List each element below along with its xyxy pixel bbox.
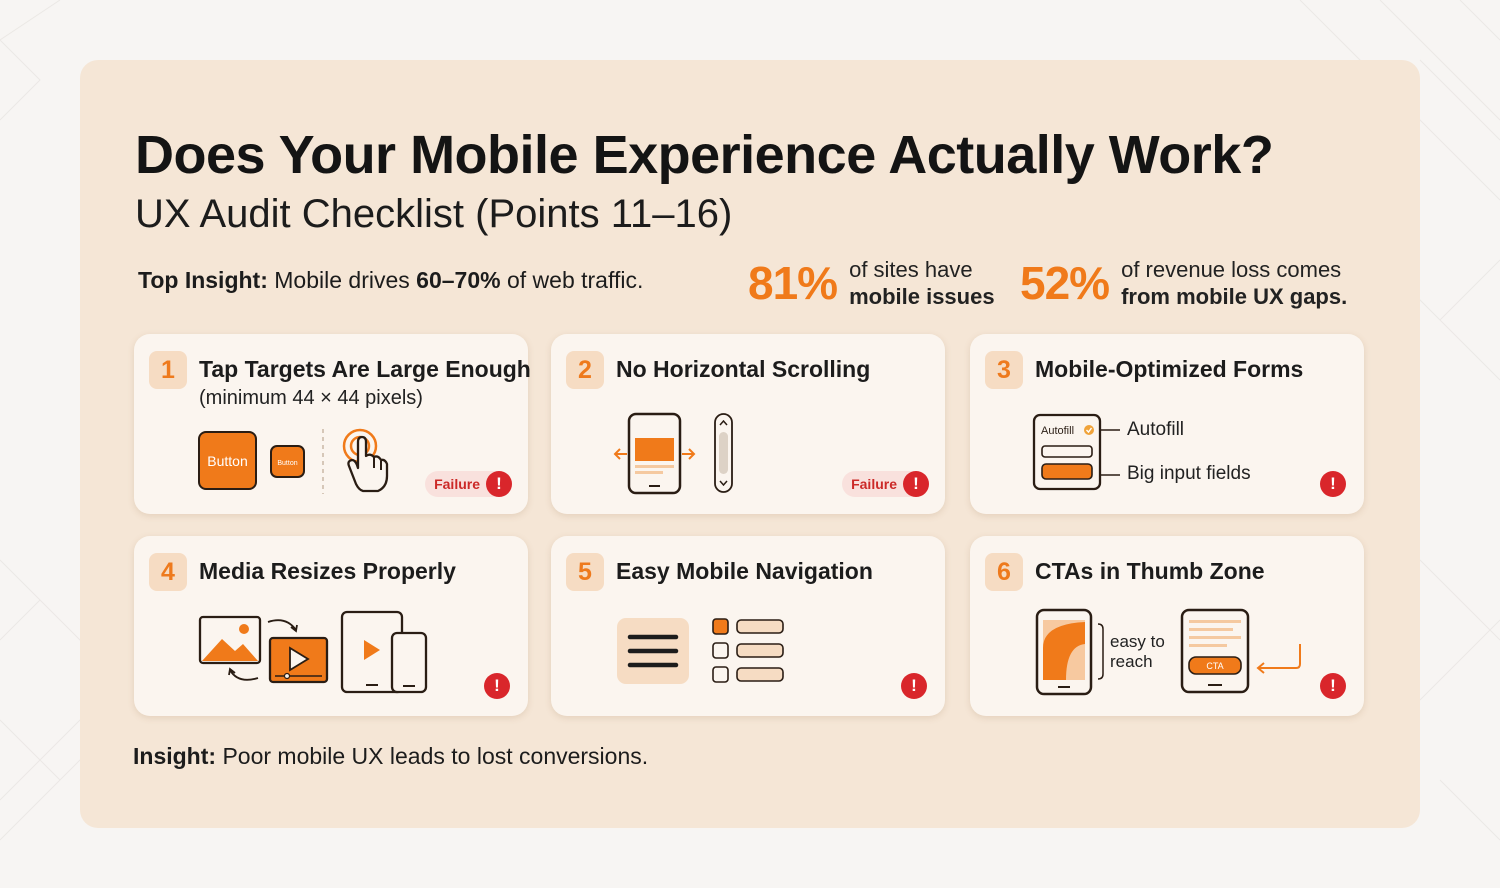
card-title: CTAs in Thumb Zone bbox=[1035, 558, 1265, 584]
stat-line2: mobile issues bbox=[849, 284, 995, 309]
stat-text: of revenue loss comes from mobile UX gap… bbox=[1121, 256, 1347, 310]
card-subtitle: (minimum 44 × 44 pixels) bbox=[199, 387, 423, 409]
top-insight-text-before: Mobile drives bbox=[274, 267, 410, 293]
thumb-zone-illustration: CTA bbox=[1035, 608, 1301, 696]
nav-list-icon bbox=[712, 618, 784, 683]
tap-hand-icon bbox=[347, 435, 389, 493]
card-number: 1 bbox=[149, 351, 187, 389]
failure-label: Failure bbox=[851, 476, 897, 492]
stat-line1: of revenue loss comes bbox=[1121, 257, 1342, 282]
card-number: 2 bbox=[566, 351, 604, 389]
failure-badge: Failure ! bbox=[425, 471, 512, 497]
card-tap-targets: 1 Tap Targets Are Large Enough (minimum … bbox=[134, 334, 531, 514]
arrow-icon bbox=[1256, 644, 1301, 674]
no-scroll-illustration bbox=[613, 412, 733, 495]
card-number: 3 bbox=[985, 351, 1023, 389]
big-input-label: Big input fields bbox=[1127, 463, 1251, 484]
card-number: 6 bbox=[985, 553, 1023, 591]
phone-icon bbox=[390, 631, 428, 694]
bottom-insight-text: Poor mobile UX leads to lost conversions… bbox=[222, 743, 649, 769]
arrow-right-icon bbox=[682, 448, 696, 460]
failure-label: Failure bbox=[434, 476, 480, 492]
page-subtitle: UX Audit Checklist (Points 11–16) bbox=[135, 192, 733, 236]
top-insight-label: Top Insight: bbox=[138, 267, 268, 293]
arrow-left-icon bbox=[613, 448, 627, 460]
card-number: 5 bbox=[566, 553, 604, 591]
top-insight: Top Insight: Mobile drives 60–70% of web… bbox=[138, 267, 643, 294]
bottom-insight-label: Insight: bbox=[133, 743, 217, 769]
small-button-label: Button bbox=[277, 460, 297, 467]
stat-line2: from mobile UX gaps. bbox=[1121, 284, 1348, 309]
large-button-label: Button bbox=[207, 453, 247, 469]
navigation-illustration bbox=[617, 618, 784, 684]
card-title: Media Resizes Properly bbox=[199, 558, 456, 584]
stat-text: of sites have mobile issues bbox=[849, 256, 995, 310]
alert-icon: ! bbox=[1320, 471, 1346, 497]
alert-icon: ! bbox=[903, 471, 929, 497]
stat-revenue-loss: 52% of revenue loss comes from mobile UX… bbox=[1020, 256, 1347, 310]
top-insight-text-after: of web traffic. bbox=[506, 267, 644, 293]
stat-value: 81% bbox=[748, 257, 838, 309]
alert-icon: ! bbox=[484, 673, 510, 699]
tap-target-illustration: Button Button bbox=[198, 428, 389, 494]
easy-to-reach-line1: easy to bbox=[1110, 632, 1165, 651]
top-insight-highlight: 60–70% bbox=[416, 267, 501, 293]
media-illustration bbox=[198, 610, 428, 694]
card-horizontal-scrolling: 2 No Horizontal Scrolling Failure ! bbox=[551, 334, 945, 514]
card-media-resizes: 4 Media Resizes Properly ! bbox=[134, 536, 528, 716]
easy-to-reach-label: easy to reach bbox=[1110, 632, 1165, 672]
stat-line1: of sites have bbox=[849, 257, 973, 282]
alert-icon: ! bbox=[1320, 673, 1346, 699]
card-thumb-zone: 6 CTAs in Thumb Zone CTA easy to reach ! bbox=[970, 536, 1364, 716]
failure-badge: Failure ! bbox=[842, 471, 929, 497]
card-number: 4 bbox=[149, 553, 187, 591]
easy-to-reach-line2: reach bbox=[1110, 652, 1153, 671]
card-title: Easy Mobile Navigation bbox=[616, 558, 873, 584]
autofill-chip: Autofill bbox=[1041, 425, 1074, 437]
alert-icon: ! bbox=[486, 471, 512, 497]
autofill-label: Autofill bbox=[1127, 419, 1185, 440]
checklist-panel: Does Your Mobile Experience Actually Wor… bbox=[80, 60, 1420, 828]
cta-label: CTA bbox=[1206, 661, 1223, 671]
check-icon bbox=[1084, 425, 1094, 435]
card-mobile-forms: 3 Mobile-Optimized Forms Autofill Autofi… bbox=[970, 334, 1364, 514]
card-title: No Horizontal Scrolling bbox=[616, 356, 871, 382]
form-illustration: Autofill bbox=[1032, 413, 1120, 491]
card-title: Mobile-Optimized Forms bbox=[1035, 356, 1304, 382]
cta-button bbox=[1188, 656, 1242, 675]
bottom-insight: Insight: Poor mobile UX leads to lost co… bbox=[133, 743, 648, 770]
page-title: Does Your Mobile Experience Actually Wor… bbox=[135, 125, 1274, 185]
stat-value: 52% bbox=[1020, 257, 1110, 309]
alert-icon: ! bbox=[901, 673, 927, 699]
stat-sites-issues: 81% of sites have mobile issues bbox=[748, 256, 995, 310]
card-mobile-navigation: 5 Easy Mobile Navigation ! bbox=[551, 536, 945, 716]
card-title: Tap Targets Are Large Enough bbox=[199, 356, 531, 382]
